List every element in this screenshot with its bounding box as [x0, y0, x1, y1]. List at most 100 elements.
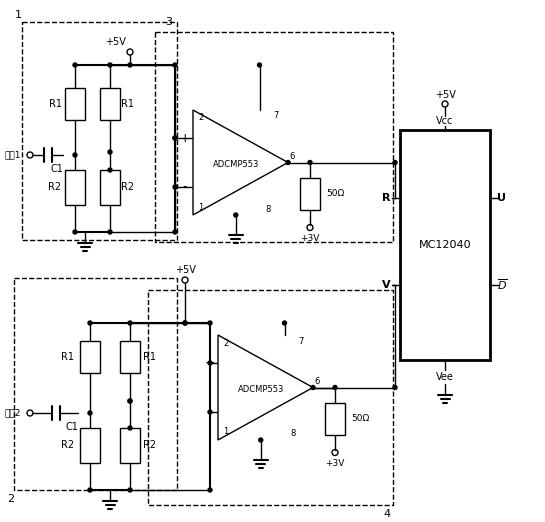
Bar — [400, 130, 490, 360]
Text: V: V — [382, 280, 390, 290]
Text: 7: 7 — [298, 337, 304, 346]
Circle shape — [208, 488, 212, 492]
Circle shape — [88, 488, 92, 492]
Text: 6: 6 — [314, 377, 320, 386]
Circle shape — [108, 63, 112, 67]
Text: U: U — [498, 193, 506, 203]
Text: 6: 6 — [289, 152, 295, 161]
Circle shape — [173, 63, 177, 67]
Text: 50Ω: 50Ω — [326, 189, 344, 198]
Circle shape — [333, 386, 337, 389]
Text: 2: 2 — [223, 338, 228, 348]
Circle shape — [88, 411, 92, 415]
Text: R2: R2 — [122, 182, 135, 192]
Text: Vcc: Vcc — [437, 116, 453, 126]
Circle shape — [128, 426, 132, 430]
Bar — [100, 170, 120, 205]
Circle shape — [128, 399, 132, 403]
Circle shape — [308, 160, 312, 164]
Text: R2: R2 — [143, 440, 156, 450]
Bar — [80, 341, 100, 373]
Bar — [325, 402, 345, 434]
Text: R: R — [382, 193, 390, 203]
Circle shape — [173, 230, 177, 234]
Circle shape — [128, 399, 132, 403]
Bar — [120, 428, 140, 463]
Circle shape — [234, 213, 238, 217]
Bar — [120, 341, 140, 373]
Bar — [100, 88, 120, 120]
Bar — [14, 278, 177, 490]
Text: +5V: +5V — [434, 90, 456, 100]
Circle shape — [173, 136, 177, 140]
Text: 1: 1 — [223, 428, 228, 436]
Text: R1: R1 — [62, 352, 75, 362]
Circle shape — [128, 63, 132, 67]
Polygon shape — [193, 110, 288, 215]
Text: +5V: +5V — [174, 265, 196, 275]
Text: MC12040: MC12040 — [419, 240, 471, 250]
Text: R2: R2 — [49, 182, 62, 192]
Text: 输入2: 输入2 — [5, 409, 21, 418]
Text: R2: R2 — [62, 440, 75, 450]
Text: ADCMP553: ADCMP553 — [238, 385, 284, 394]
Text: 4: 4 — [383, 509, 390, 519]
Text: -: - — [208, 406, 212, 419]
Text: R1: R1 — [143, 352, 156, 362]
Circle shape — [128, 321, 132, 325]
Circle shape — [88, 321, 92, 325]
Text: 3: 3 — [165, 17, 172, 27]
Bar — [80, 428, 100, 463]
Bar — [22, 22, 177, 240]
Text: C1: C1 — [65, 422, 78, 432]
Text: Vee: Vee — [436, 372, 454, 382]
Text: 7: 7 — [273, 112, 278, 121]
Bar — [65, 88, 85, 120]
Text: 50Ω: 50Ω — [351, 414, 369, 423]
Bar — [148, 290, 393, 505]
Circle shape — [282, 321, 287, 325]
Text: +: + — [180, 132, 190, 145]
Circle shape — [73, 63, 77, 67]
Circle shape — [208, 361, 212, 365]
Text: 8: 8 — [265, 205, 271, 213]
Text: +5V: +5V — [105, 37, 125, 47]
Circle shape — [393, 386, 397, 389]
Circle shape — [183, 321, 187, 325]
Bar — [155, 32, 393, 242]
Text: C1: C1 — [51, 164, 63, 174]
Text: 2: 2 — [198, 113, 204, 123]
Text: -: - — [183, 181, 187, 194]
Text: 1: 1 — [15, 10, 22, 20]
Circle shape — [286, 160, 290, 164]
Circle shape — [108, 230, 112, 234]
Text: 2: 2 — [7, 494, 14, 504]
Text: ADCMP553: ADCMP553 — [213, 160, 259, 169]
Circle shape — [173, 136, 177, 140]
Circle shape — [183, 321, 187, 325]
Circle shape — [73, 153, 77, 157]
Text: +3V: +3V — [300, 234, 320, 243]
Circle shape — [311, 386, 315, 389]
Text: 1: 1 — [198, 203, 204, 211]
Text: R1: R1 — [122, 99, 135, 109]
Circle shape — [208, 410, 212, 414]
Text: 输入1: 输入1 — [5, 150, 21, 160]
Circle shape — [108, 150, 112, 154]
Circle shape — [108, 168, 112, 172]
Text: $\overline{D}$: $\overline{D}$ — [496, 278, 507, 292]
Circle shape — [128, 488, 132, 492]
Circle shape — [208, 321, 212, 325]
Circle shape — [257, 63, 262, 67]
Circle shape — [393, 160, 397, 164]
Text: +: + — [205, 357, 215, 370]
Circle shape — [173, 185, 177, 189]
Circle shape — [259, 438, 263, 442]
Text: 8: 8 — [290, 430, 296, 438]
Bar — [65, 170, 85, 205]
Bar — [300, 177, 320, 209]
Polygon shape — [218, 335, 313, 440]
Text: +3V: +3V — [325, 459, 344, 468]
Text: R1: R1 — [49, 99, 62, 109]
Circle shape — [73, 230, 77, 234]
